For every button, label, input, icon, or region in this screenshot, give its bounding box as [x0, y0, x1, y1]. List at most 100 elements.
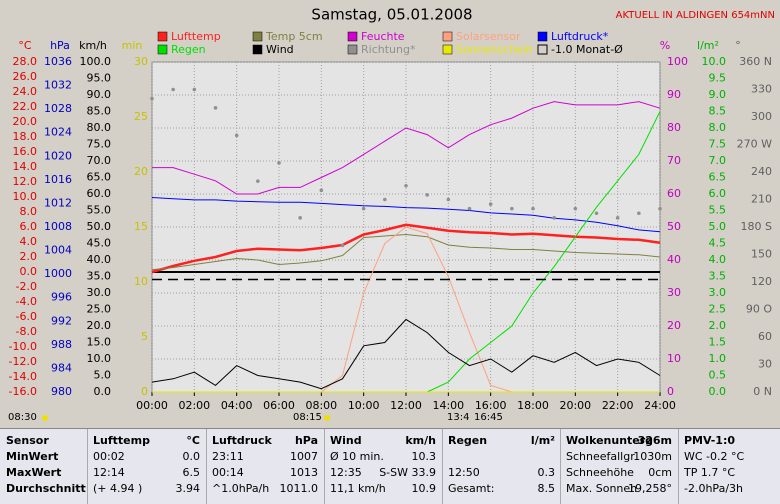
table-cell: 0.0 [182, 450, 201, 463]
y-tick-label: 1.0 [709, 352, 727, 365]
separator [560, 429, 561, 504]
y-tick-label: 9.5 [709, 72, 727, 85]
y-tick-label: 240 [751, 165, 772, 178]
y-tick-label: 25 [134, 110, 148, 123]
y-tick-label: 996 [51, 291, 72, 304]
y-tick-label: 20.0 [13, 115, 38, 128]
separator [442, 429, 443, 504]
direction-dot [361, 206, 366, 211]
axis-unit: hPa [50, 39, 70, 52]
direction-dot [213, 106, 218, 110]
y-tick-label: 70 [667, 154, 681, 167]
y-tick-label: 980 [51, 385, 72, 398]
y-tick-label: 90.0 [87, 88, 112, 101]
axis-unit: l/m² [697, 39, 719, 52]
direction-dot [234, 133, 239, 138]
direction-dot [488, 202, 493, 206]
x-tick-label: 20:00 [559, 399, 591, 412]
y-tick-label: 0.0 [709, 385, 727, 398]
direction-dot [319, 188, 324, 193]
y-tick-label: -8.0 [16, 325, 37, 338]
x-tick-label: 06:00 [263, 399, 295, 412]
y-tick-label: 90 [667, 88, 681, 101]
y-tick-label: 120 [751, 275, 772, 288]
y-tick-label: -6.0 [16, 310, 37, 323]
table-cell: 12:14 [93, 466, 125, 479]
sun-icon [324, 415, 330, 421]
separator [87, 429, 88, 504]
table-cell: WC -0.2 °C [684, 450, 745, 463]
legend-label: Richtung* [361, 43, 416, 56]
x-tick-label: 18:00 [517, 399, 549, 412]
table-cell: l/m² [530, 434, 555, 447]
y-tick-label: 360 N [739, 55, 772, 68]
axis-unit: km/h [79, 39, 107, 52]
y-tick-label: 5.5 [709, 204, 727, 217]
table-cell: 11,1 km/h [330, 482, 386, 495]
y-tick-label: 20 [667, 319, 681, 332]
direction-dot [510, 206, 514, 211]
table-cell: 6.5 [182, 466, 201, 479]
legend-swatch [537, 44, 548, 55]
y-tick-label: 4.5 [709, 237, 727, 250]
table-cell: S-SW 33.9 [379, 466, 436, 479]
sun-time: 13:4 [447, 412, 469, 423]
y-tick-label: 30 [758, 358, 772, 371]
axis-unit: min [122, 39, 143, 52]
table-cell: Gesamt: [448, 482, 495, 495]
y-tick-label: 180 S [741, 220, 772, 233]
y-tick-label: 40.0 [87, 253, 112, 266]
table-cell: 19,258° [628, 482, 672, 495]
x-tick-label: 04:00 [221, 399, 253, 412]
table-cell: Sensor [6, 434, 49, 447]
y-tick-label: 1016 [44, 173, 72, 186]
y-tick-label: 1008 [44, 220, 72, 233]
chart-title: Samstag, 05.01.2008 [311, 6, 472, 24]
direction-dot [425, 193, 429, 197]
y-tick-label: 984 [51, 361, 72, 374]
y-tick-label: 60.0 [87, 187, 112, 200]
y-tick-label: 6.0 [20, 220, 38, 233]
separator [678, 429, 679, 504]
legend-swatch [347, 31, 358, 42]
y-tick-label: 7.0 [709, 154, 727, 167]
x-tick-label: 10:00 [348, 399, 380, 412]
y-tick-label: 55.0 [87, 204, 112, 217]
direction-dot [340, 243, 345, 248]
y-tick-label: 1004 [44, 244, 72, 257]
y-tick-label: 20.0 [87, 319, 112, 332]
x-tick-label: 08:00 [305, 399, 337, 412]
sun-time: 08:30 [8, 412, 37, 423]
direction-dot [467, 206, 472, 211]
y-tick-label: 0.0 [94, 385, 112, 398]
table-cell: -2.0hPa/3h [684, 482, 743, 495]
legend-swatch [347, 44, 358, 55]
sun-time: 16:45 [474, 412, 503, 423]
legend-label: Regen [171, 43, 206, 56]
y-tick-label: -12.0 [9, 355, 37, 368]
x-tick-label: 22:00 [602, 399, 634, 412]
direction-dot [383, 197, 387, 202]
y-tick-label: 0 [667, 385, 674, 398]
y-tick-label: 300 [751, 110, 772, 123]
table-cell: Durchschnitt [6, 482, 86, 495]
table-cell: 3.94 [175, 482, 201, 495]
table-cell: Regen [448, 434, 488, 447]
legend-label: Lufttemp [171, 30, 221, 43]
x-tick-label: 02:00 [178, 399, 210, 412]
direction-dot [298, 216, 302, 220]
y-tick-label: 25.0 [87, 303, 112, 316]
sun-icon [42, 415, 48, 421]
y-tick-label: 0.5 [709, 369, 727, 382]
y-tick-label: 12.0 [13, 175, 38, 188]
legend-label: Temp 5cm [265, 30, 323, 43]
y-tick-label: 0.0 [20, 265, 38, 278]
y-tick-label: -10.0 [9, 340, 37, 353]
y-tick-label: 2.0 [709, 319, 727, 332]
table-cell: Schneehöhe [566, 466, 634, 479]
y-tick-label: 1024 [44, 126, 72, 139]
legend-swatch [442, 44, 453, 55]
legend-label: Wind [266, 43, 294, 56]
y-tick-label: 8.5 [709, 105, 727, 118]
y-tick-label: 2.0 [20, 250, 38, 263]
